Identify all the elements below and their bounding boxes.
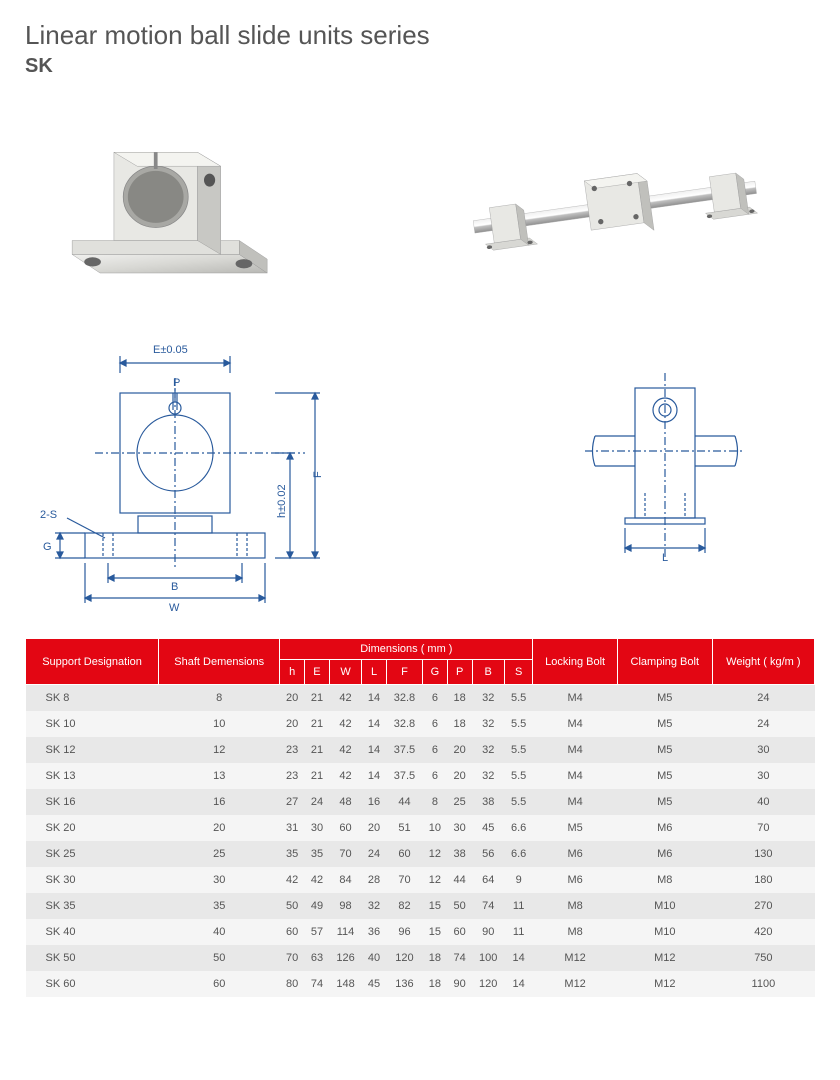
svg-text:B: B [171,581,178,593]
table-row: SK 5050706312640120187410014M12M12750 [26,945,815,971]
col-dim-h: h [280,660,305,685]
svg-text:E±0.05: E±0.05 [153,344,188,356]
table-row: SK 10102021421432.8618325.5M4M524 [26,711,815,737]
page-title: Linear motion ball slide units series [25,20,815,51]
table-row: SK 303042428428701244649M6M8180 [26,867,815,893]
col-dim-s: S [504,660,533,685]
svg-text:F: F [312,471,324,478]
col-dimensions: Dimensions ( mm ) [280,639,533,660]
col-clamping: Clamping Bolt [617,639,712,685]
table-row: SK 13132321421437.5620325.5M4M530 [26,763,815,789]
product-assembly-render [415,118,815,298]
svg-text:L: L [662,552,668,564]
col-locking: Locking Bolt [533,639,617,685]
series-code: SK [25,55,815,78]
table-row: SK 16162724481644825385.5M4M540 [26,789,815,815]
side-view-diagram: L [565,358,765,598]
col-dim-f: F [386,660,422,685]
product-support-render [25,108,305,308]
col-shaft: Shaft Demensions [159,639,280,685]
svg-text:h±0.02: h±0.02 [276,484,288,518]
svg-text:P: P [173,377,180,389]
table-row: SK 252535357024601238566.6M6M6130 [26,841,815,867]
table-row: SK 6060807414845136189012014M12M121100 [26,971,815,997]
col-dim-l: L [362,660,387,685]
technical-diagrams: E±0.05 P [25,338,815,618]
svg-text:2-S: 2-S [40,509,57,521]
table-row: SK 202031306020511030456.6M5M670 [26,815,815,841]
specifications-table: Support Designation Shaft Demensions Dim… [25,638,815,997]
front-view-diagram: E±0.05 P [25,338,345,618]
col-support: Support Designation [26,639,159,685]
product-images [25,108,815,308]
table-row: SK 40406057114369615609011M8M10420 [26,919,815,945]
table-row: SK 882021421432.8618325.5M4M524 [26,685,815,712]
col-dim-p: P [447,660,472,685]
table-row: SK 3535504998328215507411M8M10270 [26,893,815,919]
col-dim-e: E [305,660,330,685]
svg-text:W: W [169,602,180,614]
col-dim-g: G [422,660,447,685]
col-dim-w: W [329,660,361,685]
table-row: SK 12122321421437.5620325.5M4M530 [26,737,815,763]
svg-text:G: G [43,541,52,553]
col-weight: Weight ( kg/m ) [712,639,814,685]
col-dim-b: B [472,660,504,685]
